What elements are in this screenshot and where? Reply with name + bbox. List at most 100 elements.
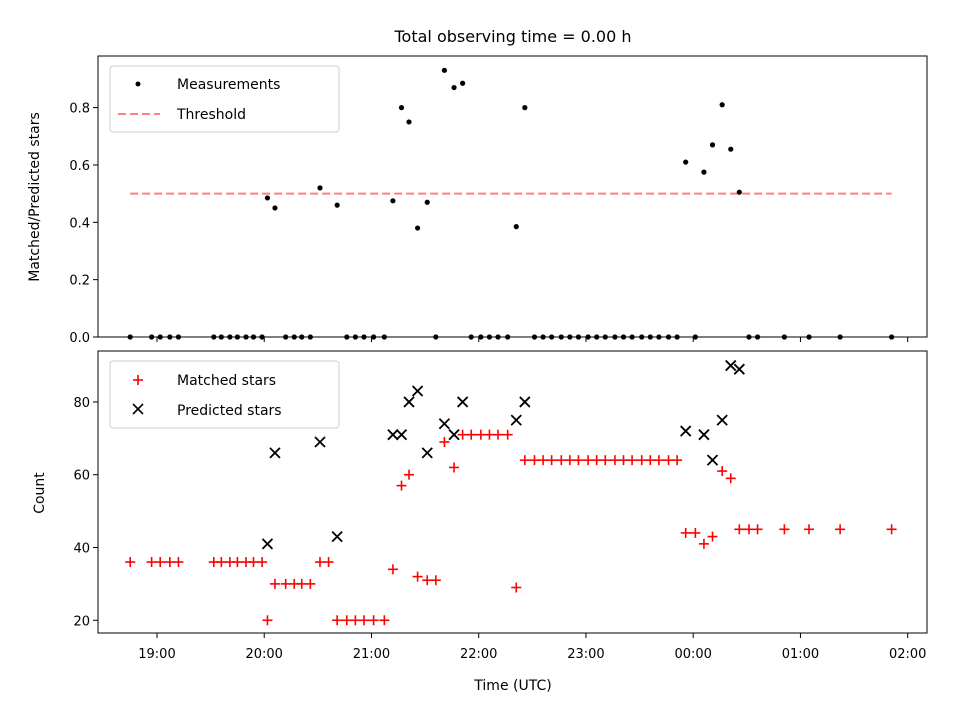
bottom-plot-area <box>125 359 897 626</box>
legend-threshold-label: Threshold <box>176 107 246 123</box>
measurement-point <box>709 142 716 148</box>
matched-star-point <box>636 455 647 466</box>
predicted-star-point <box>716 414 728 426</box>
predicted-star-point <box>456 396 469 408</box>
matched-star-point <box>627 455 638 466</box>
predicted-star-point <box>395 429 408 441</box>
top-legend: Measurements Threshold <box>109 65 340 133</box>
matched-star-point <box>690 527 701 538</box>
measurement-point <box>460 80 466 86</box>
measurement-point <box>272 205 278 211</box>
matched-star-point <box>146 557 157 568</box>
predicted-star-point <box>698 429 710 441</box>
legend-measurements-marker <box>135 81 141 87</box>
matched-star-point <box>591 455 602 466</box>
predicted-star-point <box>448 429 460 441</box>
matched-star-point <box>717 466 728 477</box>
bottom-x-tick-label: 01:00 <box>782 647 819 662</box>
matched-star-point <box>248 557 259 568</box>
matched-star-point <box>341 615 352 626</box>
matched-star-point <box>262 615 273 626</box>
matched-star-point <box>886 524 897 535</box>
matched-star-point <box>804 524 815 535</box>
matched-star-point <box>573 455 584 466</box>
predicted-star-point <box>725 359 737 372</box>
matched-star-point <box>725 473 736 484</box>
measurement-point <box>406 119 412 125</box>
matched-star-point <box>538 455 549 466</box>
measurement-point <box>719 102 725 108</box>
matched-star-point <box>743 524 754 535</box>
matched-star-point <box>305 578 316 589</box>
matched-star-point <box>232 557 243 568</box>
predicted-star-point <box>314 436 326 448</box>
matched-star-point <box>368 615 379 626</box>
matched-star-point <box>379 615 390 626</box>
matched-star-point <box>680 527 691 538</box>
matched-star-point <box>698 538 709 549</box>
bottom-legend: Matched stars Predicted stars <box>109 360 340 429</box>
matched-star-point <box>404 469 415 480</box>
matched-star-point <box>502 429 513 440</box>
bottom-x-tick-label: 20:00 <box>245 647 282 662</box>
predicted-star-point <box>510 414 522 426</box>
matched-star-point <box>707 531 718 542</box>
matched-star-point <box>835 524 846 535</box>
matched-star-point <box>564 455 575 466</box>
matched-star-point <box>493 429 504 440</box>
predicted-star-point <box>411 385 424 397</box>
matched-star-point <box>296 578 307 589</box>
matched-star-point <box>583 455 594 466</box>
matched-star-point <box>314 557 325 568</box>
top-legend-box <box>109 65 340 133</box>
bottom-y-tick-label: 80 <box>73 396 90 411</box>
top-chart-title: Total observing time = 0.00 h <box>393 27 631 46</box>
matched-star-point <box>484 429 495 440</box>
measurement-point <box>736 189 742 195</box>
measurement-point <box>451 84 457 91</box>
matched-star-point <box>216 557 227 568</box>
matched-star-point <box>546 455 557 466</box>
bottom-x-tick-label: 19:00 <box>138 647 175 662</box>
measurement-point <box>701 169 707 175</box>
measurement-point <box>728 146 734 152</box>
matched-star-point <box>519 455 530 466</box>
predicted-star-point <box>331 530 343 543</box>
matched-star-point <box>449 462 460 473</box>
matched-star-point <box>164 557 175 568</box>
measurement-point <box>264 195 271 201</box>
matched-star-point <box>332 615 343 626</box>
bottom-axes-frame <box>97 350 928 634</box>
predicted-star-point <box>403 396 415 408</box>
matched-star-point <box>475 429 486 440</box>
matched-star-point <box>511 582 522 593</box>
measurement-point <box>424 199 430 205</box>
matched-star-point <box>269 578 280 589</box>
matched-star-point <box>600 455 611 466</box>
measurement-point <box>441 67 447 73</box>
matched-star-point <box>645 455 656 466</box>
predicted-star-point <box>387 429 399 441</box>
matched-star-point <box>734 524 745 535</box>
bottom-x-tick-label: 22:00 <box>460 647 497 662</box>
matched-star-point <box>358 615 369 626</box>
measurement-point <box>683 159 689 165</box>
predicted-star-point <box>680 425 692 437</box>
top-axes-frame <box>97 55 928 338</box>
measurement-point <box>513 224 519 230</box>
predicted-star-point <box>733 363 745 375</box>
legend-measurements-label: Measurements <box>177 77 280 93</box>
top-y-tick-label: 0.4 <box>69 216 90 231</box>
measurement-point <box>522 105 528 111</box>
matched-star-point <box>422 575 433 586</box>
matched-star-point <box>323 557 334 568</box>
legend-predicted-label: Predicted stars <box>177 403 282 419</box>
matched-star-point <box>618 455 629 466</box>
matched-star-point <box>752 524 763 535</box>
top-y-axis-label: Matched/Predicted stars <box>27 112 43 282</box>
bottom-y-tick-label: 60 <box>73 469 90 484</box>
legend-matched-label: Matched stars <box>177 373 276 389</box>
bottom-x-tick-label: 02:00 <box>889 647 926 662</box>
bottom-y-ticks: 20 40 60 80 <box>73 396 98 629</box>
